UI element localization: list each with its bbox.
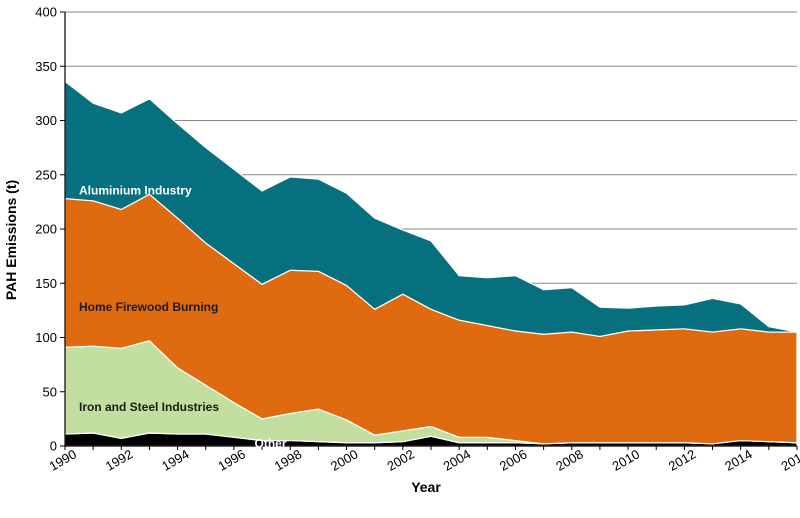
area-aluminium-industry — [64, 80, 798, 338]
y-axis-title: PAH Emissions (t) — [3, 180, 19, 300]
stacked-areas — [64, 80, 798, 447]
series-labels: Other Iron and Steel Industries Home Firew… — [79, 184, 287, 451]
x-tick-label-2010: 2010 — [610, 446, 643, 473]
x-axis-ticks: 1990 1992 1994 1996 1998 2000 2002 2004 2006 2008… — [46, 446, 800, 474]
x-axis-title: Year — [411, 479, 441, 495]
y-tick-label-250: 250 — [35, 167, 57, 182]
y-tick-label-400: 400 — [35, 5, 57, 20]
y-tick-label-100: 100 — [35, 330, 57, 345]
x-tick-label-2004: 2004 — [441, 446, 474, 473]
x-tick-label-1998: 1998 — [272, 446, 305, 473]
y-tick-label-150: 150 — [35, 276, 57, 291]
series-label-aluminium-industry: Aluminium Industry — [79, 184, 192, 198]
x-tick-label-2008: 2008 — [553, 446, 586, 473]
y-tick-label-200: 200 — [35, 222, 57, 237]
y-axis-ticks: 0 50 100 150 200 250 300 350 400 — [35, 5, 65, 454]
x-tick-label-1992: 1992 — [103, 446, 136, 473]
x-tick-label-2012: 2012 — [666, 446, 699, 473]
series-label-other: Other — [255, 436, 287, 450]
x-tick-label-2016: 2016 — [778, 446, 800, 473]
x-tick-label-1994: 1994 — [159, 446, 192, 473]
series-label-home-firewood-burning: Home Firewood Burning — [79, 300, 218, 314]
x-tick-label-1996: 1996 — [215, 446, 248, 473]
x-tick-label-2006: 2006 — [497, 446, 530, 473]
x-tick-label-2014: 2014 — [722, 446, 755, 473]
y-tick-label-300: 300 — [35, 113, 57, 128]
y-tick-label-0: 0 — [50, 439, 57, 454]
y-tick-label-350: 350 — [35, 59, 57, 74]
y-tick-label-50: 50 — [43, 384, 57, 399]
x-tick-label-2000: 2000 — [328, 446, 361, 473]
series-label-iron-and-steel-industries: Iron and Steel Industries — [79, 400, 219, 414]
x-tick-label-2002: 2002 — [384, 446, 417, 473]
